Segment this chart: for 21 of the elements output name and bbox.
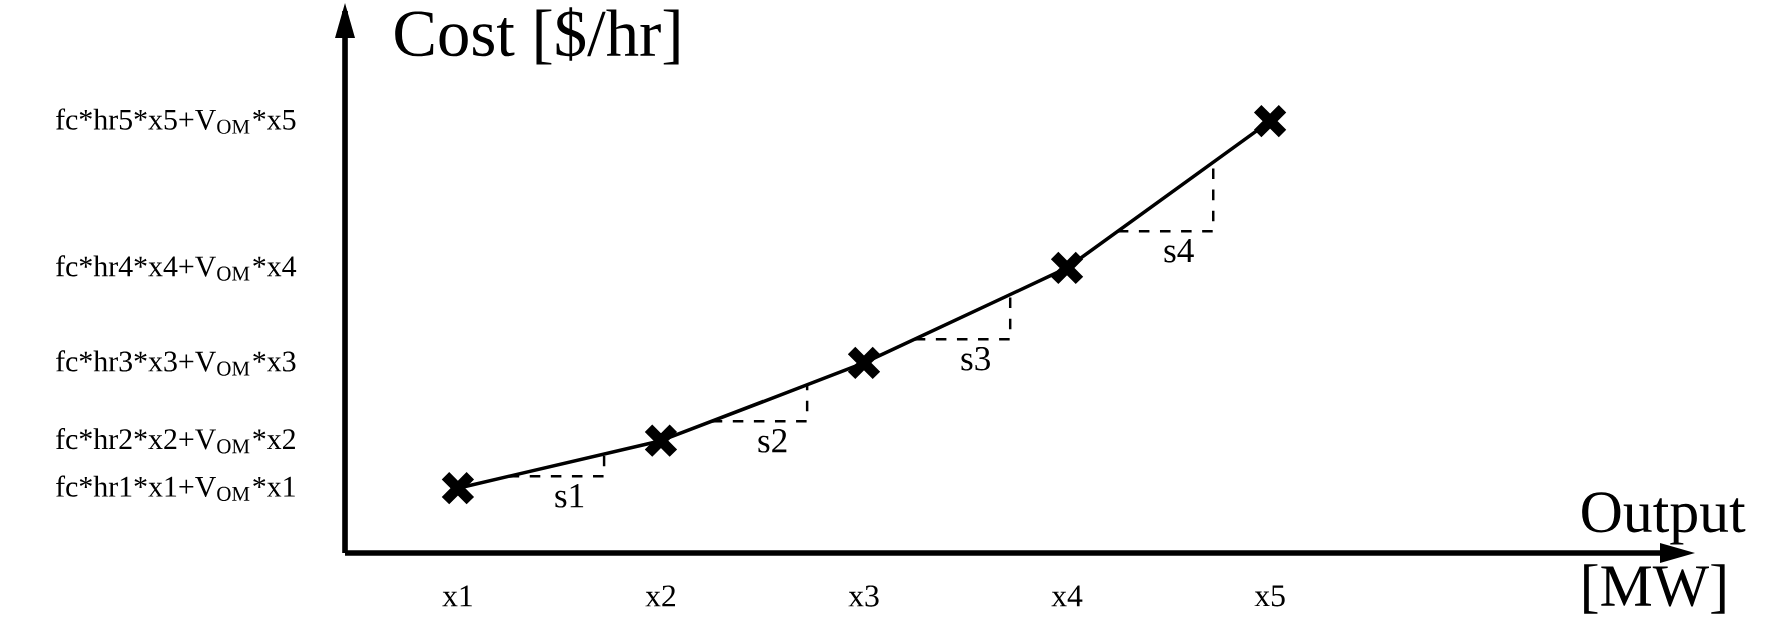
point xyxy=(440,470,476,506)
y-axis-title: Cost [$/hr] xyxy=(395,7,679,65)
x-tick-label: x1 xyxy=(442,585,472,607)
point xyxy=(643,423,679,459)
text: fc*hr5*x5+V$_{OM}$*x5 xyxy=(56,108,296,134)
point xyxy=(1252,103,1288,139)
annotation: s1 xyxy=(555,484,584,508)
text: fc*hr3*x3+V$_{OM}$*x3 xyxy=(56,350,296,376)
annotation: s3 xyxy=(961,346,990,371)
x-axis-title: Output [MW] xyxy=(1582,492,1746,614)
annotation: s4 xyxy=(1164,238,1194,263)
point xyxy=(1049,250,1085,286)
x-tick-label: x2 xyxy=(645,585,676,607)
x-tick-label: x5 xyxy=(1254,585,1285,607)
text: fc*hr4*x4+V$_{OM}$*x4 xyxy=(56,255,297,281)
point xyxy=(846,345,882,381)
x-tick-label: x3 xyxy=(848,585,879,607)
annotation: s2 xyxy=(758,429,787,453)
text: fc*hr1*x1+V$_{OM}$*x1 xyxy=(56,475,295,501)
x-tick-label: x4 xyxy=(1051,585,1083,607)
text: fc*hr2*x2+V$_{OM}$*x2 xyxy=(56,427,295,454)
